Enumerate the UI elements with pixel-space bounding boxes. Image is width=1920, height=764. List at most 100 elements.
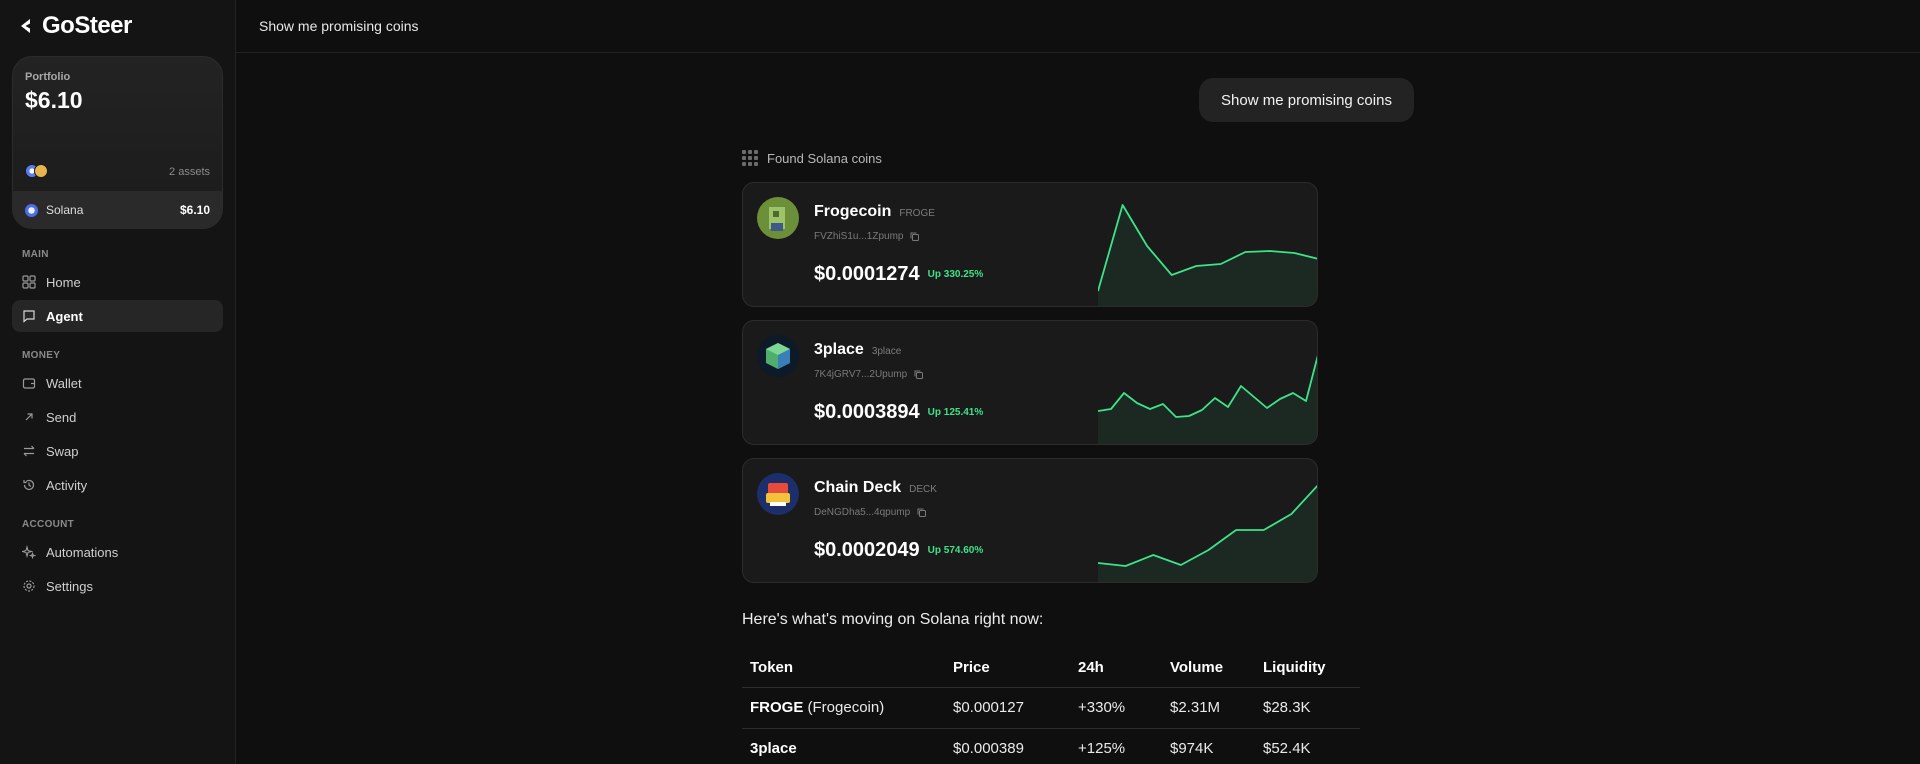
gear-icon [22, 579, 36, 593]
sparkline-area [1098, 358, 1317, 444]
coin-sparkline [1098, 484, 1317, 582]
coin-symbol: DECK [909, 484, 937, 495]
coin-price: $0.0002049 [814, 539, 920, 561]
liquidity-cell: $28.3K [1255, 687, 1360, 729]
chain-deck-avatar [757, 473, 799, 515]
sparkline-line [1098, 204, 1317, 292]
portfolio-card[interactable]: Portfolio $6.10 2 assets Solana $6.10 [12, 56, 223, 229]
coin-address-row: FVZhiS1u...1Zpump [814, 231, 920, 242]
table-row: 3place $0.000389 +125% $974K $52.4K [742, 728, 1360, 764]
coin-name-row: 3place 3place [814, 341, 901, 359]
holding-row-solana[interactable]: Solana $6.10 [13, 191, 222, 228]
sidebar-item-activity[interactable]: Activity [12, 469, 223, 501]
change-cell: +330% [1070, 687, 1162, 729]
coin-sparkline [1098, 355, 1317, 444]
section-money: MONEY [22, 350, 61, 361]
summary-text: Here's what's moving on Solana right now… [742, 611, 1044, 628]
sparkline-line [1098, 355, 1317, 418]
sidebar-item-settings[interactable]: Settings [12, 570, 223, 602]
column-header: 24h [1070, 649, 1162, 688]
column-header: Volume [1162, 649, 1255, 688]
sidebar-item-agent[interactable]: Agent [12, 300, 223, 332]
coin-price: $0.0001274 [814, 263, 920, 285]
coin-name-row: Frogecoin FROGE [814, 203, 935, 221]
sidebar-item-home[interactable]: Home [12, 266, 223, 298]
copy-icon[interactable] [909, 231, 920, 242]
swap-arrows-icon [22, 444, 36, 458]
solana-icon [25, 203, 38, 217]
volume-cell: $2.31M [1162, 687, 1255, 729]
coin-card-3place[interactable]: 3place 3place 7K4jGRV7...2Upump $0.000389… [742, 320, 1318, 445]
table-row: FROGE (Frogecoin) $0.000127 +330% $2.31M… [742, 687, 1360, 729]
app-name: GoSteer [42, 12, 132, 39]
coin-address: 7K4jGRV7...2Upump [814, 369, 908, 380]
wallet-icon [22, 376, 36, 390]
coin-change: Up 330.25% [927, 269, 984, 280]
token-symbol: 3place [750, 740, 797, 757]
price-cell: $0.000389 [945, 728, 1070, 764]
liquidity-cell: $52.4K [1255, 728, 1360, 764]
sparkline-area [1098, 486, 1317, 582]
sparkles-icon [22, 545, 36, 559]
3place-avatar [757, 335, 799, 377]
coin-name-row: Chain Deck DECK [814, 479, 937, 497]
volume-cell: $974K [1162, 728, 1255, 764]
conversation-title: Show me promising coins [259, 18, 419, 34]
user-message: Show me promising coins [1199, 78, 1414, 122]
sidebar-item-label: Send [46, 409, 77, 425]
coin-change: Up 574.60% [927, 545, 984, 556]
sidebar-item-swap[interactable]: Swap [12, 435, 223, 467]
sidebar-item-label: Home [46, 274, 81, 290]
logo[interactable]: GoSteer [12, 0, 223, 52]
column-header: Price [945, 649, 1070, 688]
portfolio-value: $6.10 [25, 87, 83, 113]
coin-price-row: $0.0001274 Up 330.25% [814, 263, 983, 286]
coin-card-frogecoin[interactable]: Frogecoin FROGE FVZhiS1u...1Zpump $0.0001… [742, 182, 1318, 307]
holding-name: Solana [46, 203, 84, 217]
sidebar-item-label: Wallet [46, 375, 82, 391]
history-icon [22, 478, 36, 492]
coin-address: FVZhiS1u...1Zpump [814, 231, 904, 242]
coin-price-row: $0.0003894 Up 125.41% [814, 401, 983, 424]
sidebar-item-wallet[interactable]: Wallet [12, 367, 223, 399]
coin-symbol: 3place [871, 346, 902, 357]
coin-address-row: 7K4jGRV7...2Upump [814, 369, 924, 380]
sidebar-item-label: Activity [46, 477, 88, 493]
copy-icon[interactable] [913, 369, 924, 380]
coin-change: Up 125.41% [927, 407, 984, 418]
assets-count: 2 assets [169, 166, 210, 178]
sparkline-area [1098, 205, 1317, 306]
column-header: Token [742, 649, 945, 688]
coin-symbol: FROGE [899, 208, 935, 219]
sidebar-item-send[interactable]: Send [12, 401, 223, 433]
frogecoin-avatar [757, 197, 799, 239]
price-cell: $0.000127 [945, 687, 1070, 729]
coin-price-row: $0.0002049 Up 574.60% [814, 539, 983, 562]
token-table: Token Price 24h Volume Liquidity FROGE (… [742, 649, 1360, 764]
sidebar-item-automations[interactable]: Automations [12, 536, 223, 568]
gosteer-logo-icon [21, 19, 30, 33]
section-main: MAIN [22, 249, 49, 260]
sidebar-item-label: Agent [46, 308, 83, 324]
sidebar-item-label: Settings [46, 578, 93, 594]
asset-icons [25, 164, 48, 178]
sparkline-line [1098, 484, 1317, 567]
chat-icon [22, 309, 36, 323]
table-header-row: Token Price 24h Volume Liquidity [742, 649, 1360, 688]
token-cell: 3place [742, 728, 945, 764]
coin-price: $0.0003894 [814, 401, 920, 423]
arrow-up-right-icon [22, 410, 36, 424]
coin-name: 3place [814, 341, 864, 358]
copy-icon[interactable] [916, 507, 927, 518]
token-icon [34, 164, 48, 178]
token-name: (Frogecoin) [803, 699, 885, 716]
grid-icon [22, 275, 36, 289]
coin-address-row: DeNGDha5...4qpump [814, 507, 927, 518]
grid-dots-icon [742, 150, 758, 166]
sidebar: GoSteer Portfolio $6.10 2 assets Solana … [0, 0, 236, 764]
coin-card-chain-deck[interactable]: Chain Deck DECK DeNGDha5...4qpump $0.0002… [742, 458, 1318, 583]
coin-address: DeNGDha5...4qpump [814, 507, 911, 518]
token-cell: FROGE (Frogecoin) [742, 687, 945, 729]
coin-name: Frogecoin [814, 203, 892, 220]
found-coins-header: Found Solana coins [742, 150, 882, 166]
